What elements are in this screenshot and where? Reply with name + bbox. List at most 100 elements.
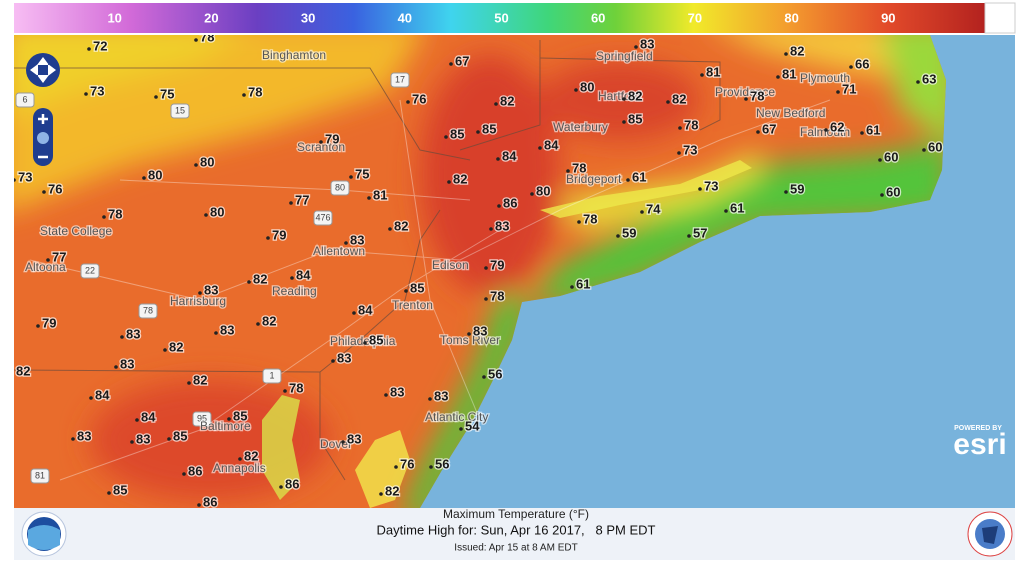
footer-subtitle: Daytime High for: Sun, Apr 16 2017, 8 PM…	[377, 522, 656, 537]
temperature-label: 83	[220, 322, 234, 337]
station-dot	[744, 97, 748, 101]
station-dot	[489, 227, 493, 231]
roads	[29, 99, 831, 481]
station-dot	[247, 280, 251, 284]
color-ramp	[14, 3, 985, 33]
station-dot	[824, 128, 828, 132]
color-tick-label: 90	[881, 10, 895, 25]
temperature-label: 73	[704, 178, 718, 193]
station-dot	[154, 95, 158, 99]
station-dot	[626, 178, 630, 182]
station-dot	[331, 359, 335, 363]
globe[interactable]	[37, 132, 49, 144]
station-dot	[496, 157, 500, 161]
station-dot	[163, 348, 167, 352]
temperature-label: 59	[790, 181, 804, 196]
place-label: New Bedford	[756, 106, 825, 120]
temperature-label: 82	[453, 171, 467, 186]
temperature-label: 61	[632, 169, 646, 184]
color-tick-label: 70	[688, 10, 702, 25]
temperature-label: 67	[762, 121, 776, 136]
station-dot	[367, 196, 371, 200]
station-dot	[256, 322, 260, 326]
place-label: Reading	[272, 284, 317, 298]
road-shield	[30, 468, 50, 484]
place-label: Plymouth	[800, 71, 850, 85]
place-label: Waterbury	[553, 120, 608, 134]
temperature-label: 73	[90, 83, 104, 98]
place-label: Springfield	[596, 49, 653, 63]
temperature-label: 61	[866, 122, 880, 137]
zoom-in[interactable]	[38, 114, 48, 124]
temperature-label: 78	[108, 206, 122, 221]
station-dot	[107, 491, 111, 495]
temperature-label: 79	[325, 131, 339, 146]
temperature-label: 82	[790, 43, 804, 58]
temperature-label: 80	[148, 167, 162, 182]
station-dot	[404, 289, 408, 293]
temperature-label: 79	[490, 257, 504, 272]
temperature-label: 85	[410, 280, 424, 295]
temperature-label: 78	[490, 288, 504, 303]
temperature-label: 73	[18, 169, 32, 184]
temperature-label: 80	[200, 154, 214, 169]
temperature-label: 73	[683, 142, 697, 157]
place-label: Trenton	[392, 298, 433, 312]
temperature-label: 86	[285, 476, 299, 491]
temperature-label: 82	[193, 372, 207, 387]
station-dot	[349, 175, 353, 179]
station-dot	[566, 169, 570, 173]
station-dot	[290, 276, 294, 280]
station-dot	[142, 176, 146, 180]
temperature-label: 83	[390, 384, 404, 399]
temperature-label: 84	[296, 267, 311, 282]
station-dot	[266, 236, 270, 240]
station-dot	[279, 485, 283, 489]
station-dot	[687, 234, 691, 238]
station-dot	[289, 201, 293, 205]
temperature-label: 72	[93, 38, 107, 53]
station-dot	[135, 418, 139, 422]
station-dot	[283, 389, 287, 393]
temperature-label: 78	[289, 380, 303, 395]
road-label: 476	[315, 212, 330, 222]
temperature-label: 78	[684, 117, 698, 132]
station-dot	[476, 130, 480, 134]
station-dot	[344, 241, 348, 245]
temperature-label: 83	[640, 36, 654, 51]
temperature-label: 54	[465, 418, 480, 433]
place-label: Bridgeport	[566, 172, 622, 186]
station-dot	[880, 193, 884, 197]
esri-powered: POWERED BY	[954, 425, 1002, 432]
road-label: 80	[335, 182, 345, 192]
station-dot	[574, 88, 578, 92]
station-dot	[42, 190, 46, 194]
place-label: Binghamton	[262, 48, 326, 62]
station-dot	[87, 47, 91, 51]
road-label: 17	[395, 74, 405, 84]
station-dot	[384, 393, 388, 397]
temperature-label: 86	[503, 195, 517, 210]
temperature-label: 84	[141, 409, 156, 424]
station-dot	[784, 52, 788, 56]
footer-title: Maximum Temperature (°F)	[443, 507, 589, 521]
land	[14, 35, 946, 508]
pan-control[interactable]	[26, 53, 60, 87]
station-dot	[570, 285, 574, 289]
station-dot	[238, 457, 242, 461]
station-dot	[616, 234, 620, 238]
temperature-label: 82	[500, 93, 514, 108]
temperature-label: 79	[42, 315, 56, 330]
station-dot	[497, 204, 501, 208]
place-label: State College	[40, 224, 112, 238]
road-shield	[15, 92, 35, 108]
labels: 17 15 80 476 22 78 1 95 81 6 Binghamton Springfield…	[14, 35, 944, 508]
temperature-label: 82	[672, 91, 686, 106]
station-dot	[698, 187, 702, 191]
station-dot	[484, 297, 488, 301]
temperature-label: 66	[855, 56, 869, 71]
station-dot	[204, 213, 208, 217]
place-label: Edison	[432, 258, 469, 272]
color-tick-label: 80	[784, 10, 798, 25]
